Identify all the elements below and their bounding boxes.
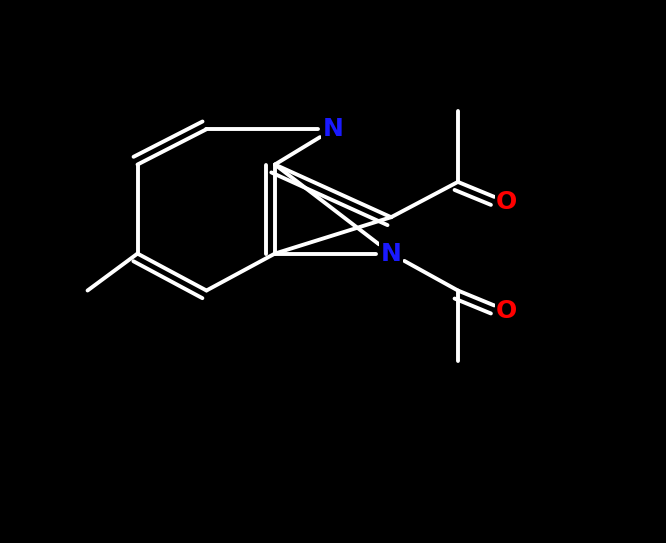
Text: N: N (322, 117, 344, 141)
Text: O: O (496, 299, 517, 323)
Text: O: O (496, 190, 517, 214)
Text: N: N (381, 242, 402, 266)
